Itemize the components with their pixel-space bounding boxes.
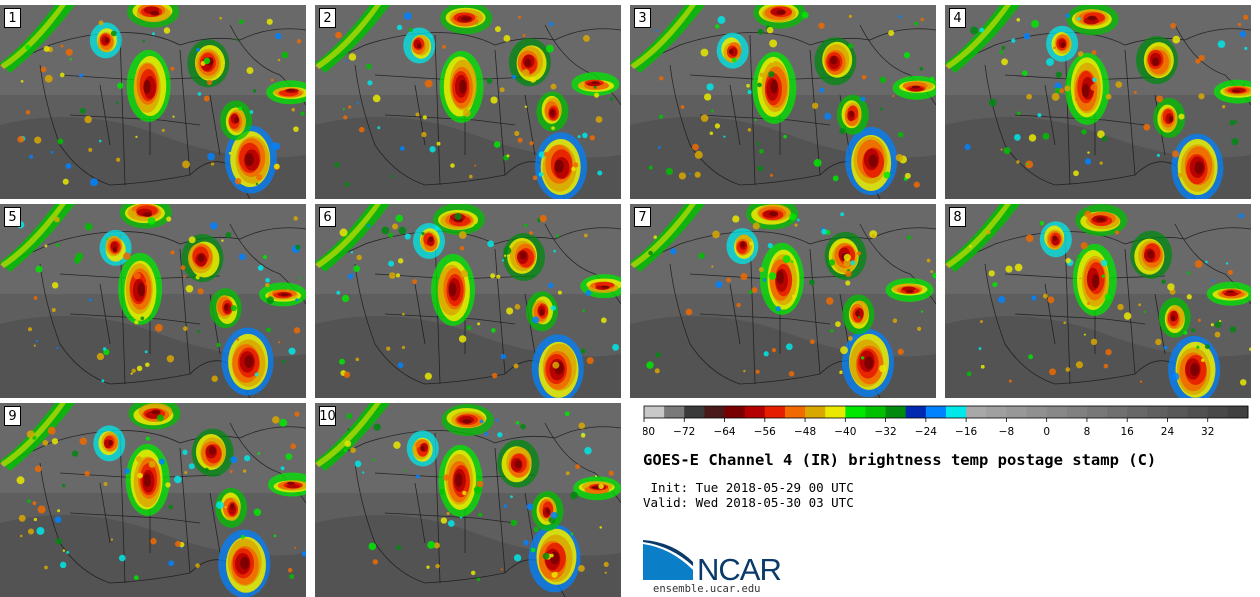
colorbar-tick-label: 16 [1121,426,1135,438]
colorbar-bin [946,406,967,418]
panel-number: 5 [4,207,21,227]
panel-number: 6 [319,207,336,227]
colorbar-tick-label: 0 [1043,426,1050,438]
colorbar-bin [1107,406,1128,418]
colorbar-tick-label: 8 [1084,426,1091,438]
colorbar-bin [704,406,726,418]
forecast-panel-2: 2 [315,5,621,199]
colorbar-tick-label: −16 [955,426,977,438]
colorbar-bin [1147,406,1168,418]
map-image [945,204,1251,398]
map-image [945,5,1251,199]
colorbar-tick-label: −56 [754,426,776,438]
forecast-panel-4: 4 [945,5,1251,199]
init-time: Init: Tue 2018-05-29 00 UTC [643,480,854,495]
forecast-panel-8: 8 [945,204,1251,398]
forecast-panel-7: 7 [630,204,936,398]
colorbar-bin [885,406,907,418]
colorbar-tick-label: −72 [673,426,695,438]
panel-number: 1 [4,8,21,28]
forecast-panel-9: 9 [0,403,306,597]
forecast-panel-3: 3 [630,5,936,199]
colorbar-tick-label: −32 [875,426,897,438]
colorbar-bin [1066,406,1088,418]
colorbar-bin [805,406,826,418]
colorbar-bin [784,406,806,418]
map-image [315,403,621,597]
colorbar-tick-label: −40 [834,426,856,438]
colorbar-tick-label: −64 [713,426,735,438]
colorbar-bin [865,406,887,418]
forecast-panel-1: 1 [0,5,306,199]
logo-text: NCAR [697,552,781,584]
map-image [0,5,306,199]
panel-number: 8 [949,207,966,227]
colorbar-bin [1227,406,1249,418]
panel-number: 7 [634,207,651,227]
map-image [630,204,936,398]
colorbar-bin [664,406,685,418]
panel-number: 10 [319,406,336,426]
colorbar-tick-label: −80 [643,426,655,438]
map-image [630,5,936,199]
colorbar-bin [986,406,1007,418]
colorbar-bin [1187,406,1209,418]
panel-number: 9 [4,406,21,426]
figure-title: GOES-E Channel 4 (IR) brightness temp po… [643,451,1157,469]
colorbar-bin [1167,406,1189,418]
forecast-panel-10: 10 [315,403,621,597]
panel-number: 3 [634,8,651,28]
colorbar-bin [644,406,665,418]
colorbar-bin [825,406,846,418]
valid-time: Valid: Wed 2018-05-30 03 UTC [643,495,854,510]
colorbar-tick-label: 32 [1201,426,1214,438]
colorbar-bin [684,406,705,418]
logo-swoosh-icon [643,544,693,580]
colorbar-bin [966,406,987,418]
colorbar-tick-label: −8 [999,426,1014,438]
panel-number: 4 [949,8,966,28]
logo-url: ensemble.ucar.edu [653,583,761,595]
colorbar-bin [1006,406,1028,418]
colorbar-tick-label: 24 [1161,426,1175,438]
forecast-panel-5: 5 [0,204,306,398]
colorbar-bin [1127,406,1148,418]
colorbar-bin [845,406,866,418]
colorbar-bin [1026,406,1048,418]
colorbar-bin [1086,406,1108,418]
map-image [315,204,621,398]
map-image [0,403,306,597]
ncar-logo: NCAR [643,540,782,584]
colorbar-bin [764,406,786,418]
colorbar-bin [744,406,766,418]
colorbar-bin [1046,406,1068,418]
forecast-panel-6: 6 [315,204,621,398]
colorbar-bin [1207,406,1229,418]
colorbar-tick-label: −48 [794,426,816,438]
colorbar-bin [905,406,927,418]
colorbar-tick-label: −24 [915,426,937,438]
map-image [315,5,621,199]
colorbar-bin [925,406,947,418]
panel-number: 2 [319,8,336,28]
colorbar-bin [724,406,746,418]
map-image [0,204,306,398]
